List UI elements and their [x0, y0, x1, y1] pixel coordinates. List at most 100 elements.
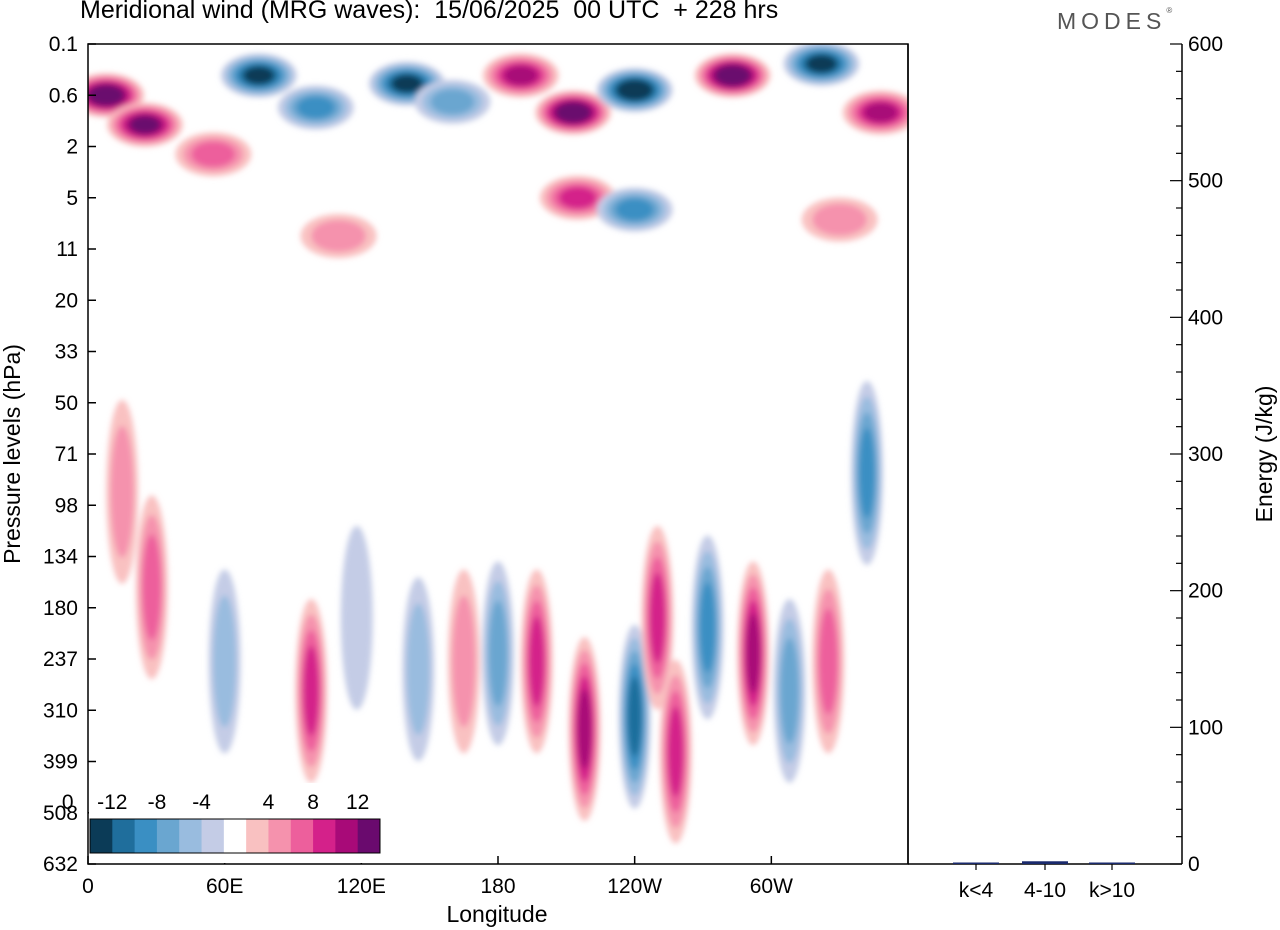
wind-contour — [718, 67, 747, 84]
y-tick-label: 310 — [43, 699, 78, 722]
legend-swatch — [112, 819, 136, 853]
energy-category-label: 4-10 — [1024, 879, 1066, 902]
wind-contour — [110, 425, 134, 558]
y-axis-label: Pressure levels (hPa) — [0, 344, 25, 564]
y-tick-label: 33 — [55, 341, 78, 364]
legend-swatch — [134, 819, 158, 853]
longitude-axis: 0 60E 120E 180 120W 60W — [82, 856, 793, 898]
wind-contour — [504, 65, 538, 85]
wind-contour — [430, 89, 475, 115]
legend-swatch — [357, 819, 381, 853]
y-tick-label: 71 — [55, 443, 78, 466]
y-tick-label: 508 — [43, 802, 78, 825]
x-axis-label: Longitude — [446, 901, 547, 927]
legend-tick-label: 12 — [346, 791, 369, 814]
legend-tick-label: 4 — [263, 791, 275, 814]
wind-contour — [488, 600, 508, 707]
wind-contour — [559, 186, 597, 209]
y-tick-label: 20 — [55, 289, 78, 312]
y-tick-label: 237 — [43, 648, 78, 671]
wind-contour — [311, 220, 366, 252]
heatmap-field — [88, 44, 908, 844]
wind-contour — [859, 427, 875, 519]
legend-tick-label: 8 — [307, 791, 319, 814]
legend-tick-label: -8 — [148, 791, 167, 814]
wind-contour — [243, 66, 274, 85]
legend-swatch — [268, 819, 292, 853]
legend-border — [89, 818, 381, 854]
wind-contour — [391, 75, 422, 93]
energy-tick-label: 600 — [1188, 33, 1223, 56]
x-tick-label: 180 — [480, 875, 515, 898]
brand-logo: MODES® — [1057, 6, 1173, 35]
energy-bar — [1022, 861, 1068, 864]
wind-contour — [667, 706, 684, 797]
legend-swatch — [246, 819, 269, 853]
chart-title: Meridional wind (MRG waves): 15/06/2025 … — [80, 0, 779, 24]
y-tick-label: 632 — [43, 853, 78, 876]
wind-contour — [812, 203, 867, 236]
wind-contour — [616, 198, 654, 221]
legend-swatch — [201, 819, 225, 853]
legend-swatch — [90, 819, 113, 853]
y-tick-label: 134 — [43, 546, 78, 569]
registered-mark: ® — [1166, 6, 1173, 15]
wind-contour — [746, 613, 761, 694]
colorbar-legend: -12 -8 -4 0 4 8 12 — [62, 783, 385, 863]
wind-contour — [213, 595, 237, 728]
wind-contour — [528, 616, 545, 707]
legend-swatch — [156, 819, 180, 853]
energy-panel: 0 100 200 300 400 500 600 k<4 4-10 k>10 — [953, 33, 1223, 902]
wind-contour — [142, 534, 161, 641]
wind-contour — [130, 116, 160, 134]
y-tick-label: 2 — [66, 136, 78, 159]
x-tick-label: 60E — [206, 875, 243, 898]
energy-tick-label: 100 — [1188, 716, 1223, 739]
wind-contour — [340, 525, 373, 710]
legend-tick-label: -12 — [97, 791, 127, 814]
wind-contour — [297, 96, 335, 119]
legend-swatch — [313, 819, 336, 853]
legend-tick-label: 0 — [62, 791, 74, 814]
wind-contour — [627, 676, 642, 757]
wind-contour — [819, 608, 838, 715]
wind-contour — [559, 104, 587, 121]
energy-tick-label: 500 — [1188, 170, 1223, 193]
energy-axis-label: Energy (J/kg) — [1251, 386, 1277, 523]
x-tick-label: 120E — [337, 875, 386, 898]
pressure-axis: 0.1 0.6 2 5 11 20 33 50 71 98 134 180 237 310 399 508 63… — [43, 33, 96, 876]
x-tick-label: 120W — [607, 875, 662, 898]
wind-contour — [452, 595, 476, 728]
energy-tick-label: 300 — [1188, 443, 1223, 466]
x-tick-label: 60W — [750, 875, 793, 898]
wind-contour — [699, 582, 716, 673]
legend-tick-label: -4 — [192, 791, 211, 814]
wind-contour — [806, 55, 837, 73]
wind-contour — [649, 572, 666, 663]
energy-category-label: k>10 — [1089, 879, 1135, 902]
wind-contour — [406, 603, 430, 736]
energy-tick-label: 200 — [1188, 580, 1223, 603]
wind-contour — [92, 87, 121, 104]
wind-contour — [780, 637, 799, 744]
wind-contour — [577, 689, 592, 769]
y-tick-label: 180 — [43, 597, 78, 620]
energy-bar — [953, 862, 999, 864]
y-tick-label: 11 — [56, 238, 78, 261]
legend-swatch — [290, 819, 314, 853]
y-tick-label: 0.1 — [49, 33, 78, 56]
legend-swatch — [335, 819, 359, 853]
energy-bar — [1089, 862, 1135, 864]
wind-contour — [191, 141, 236, 167]
y-tick-label: 50 — [55, 392, 78, 415]
energy-category-label: k<4 — [959, 879, 994, 902]
legend-swatch — [179, 819, 203, 853]
y-tick-label: 5 — [66, 187, 78, 210]
wind-contour — [620, 82, 649, 99]
brand-name: MODES — [1057, 8, 1167, 34]
y-tick-label: 0.6 — [49, 84, 78, 107]
wind-contour — [303, 645, 320, 736]
legend-swatch — [223, 819, 247, 853]
wind-contour — [864, 103, 898, 123]
